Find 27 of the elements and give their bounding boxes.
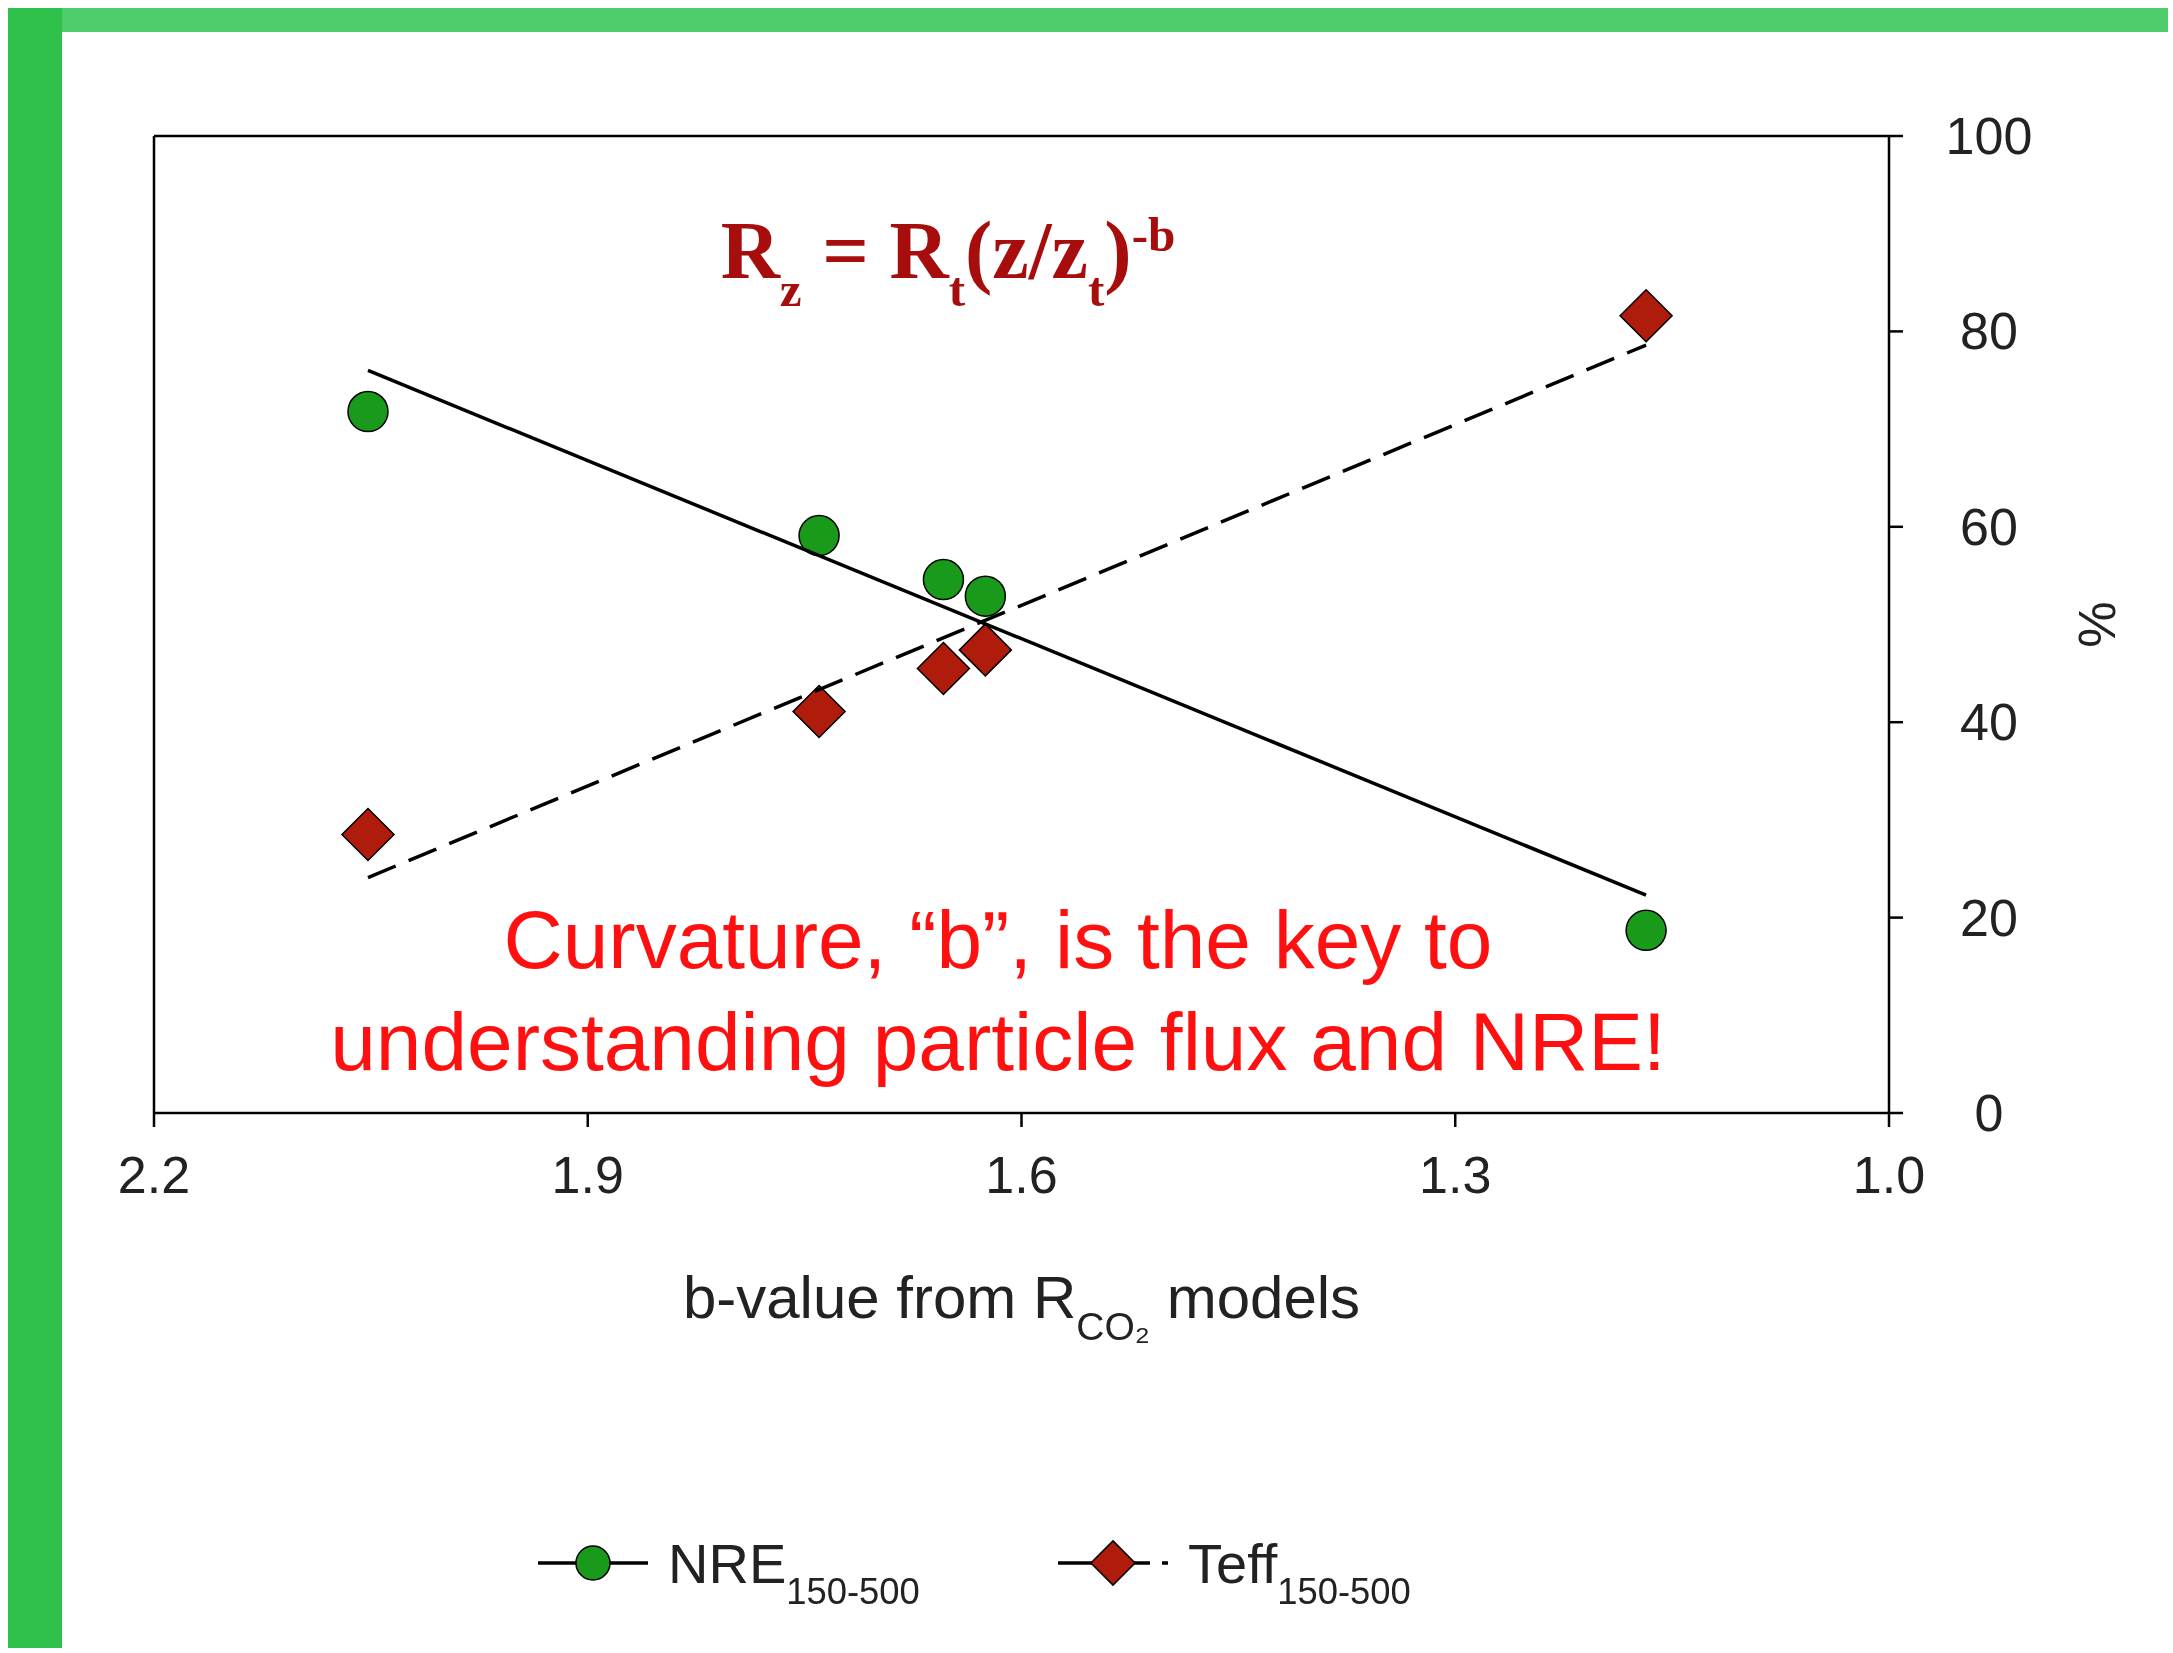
annotation: Curvature, “b”, is the key to understanding particle flux and NRE! [330,894,1666,1087]
y-tick-label: 60 [1960,497,2018,556]
x-axis-title: b-value from R$_{CO₂}$ models [682,1264,1361,1348]
x-tick-label: 2.2 [117,1146,191,1204]
y-axis-title: % [2068,601,2126,648]
point [916,641,971,696]
y-tick-label: 80 [1960,302,2018,361]
y-tick-label: 100 [1945,107,2033,165]
point [1625,909,1667,952]
point [347,390,389,433]
point [792,684,846,739]
y-tick-label: 20 [1960,888,2018,947]
point [798,514,840,557]
x-tick-label: 1.3 [1419,1146,1492,1204]
legend-label: NRE$_{150-500}$ [668,1532,920,1612]
x-tick-label: 1.6 [985,1146,1058,1204]
x-tick-label: 1.9 [551,1146,624,1204]
y-tick-label: 40 [1960,693,2018,752]
x-tick-label: 1.0 [1852,1146,1926,1204]
point [1619,289,1673,343]
annotation: R$_{z}$ = R$_{t}$(z/z$_{t}$)$^{-b}$ [720,205,1176,317]
legend-label: Teff$_{150-500}$ [1188,1532,1411,1612]
point [922,558,965,601]
y-tick-label: 0 [1974,1084,2004,1142]
point [958,623,1013,677]
point [964,575,1007,617]
point [341,807,395,862]
